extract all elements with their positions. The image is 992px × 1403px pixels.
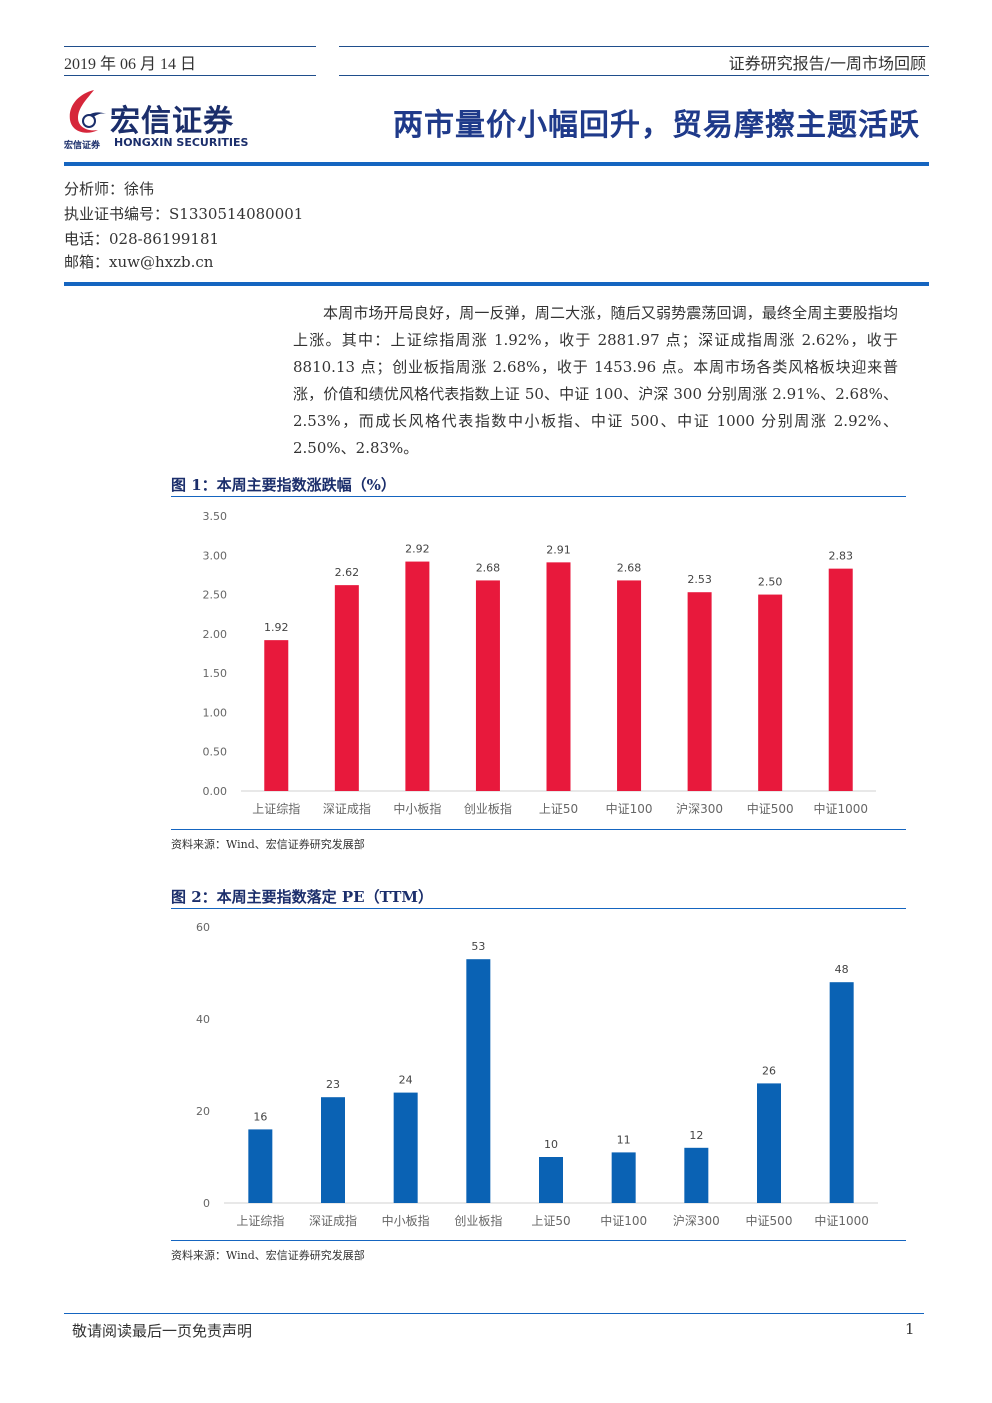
bar-data-label: 2.68 bbox=[617, 561, 642, 574]
report-type: 证券研究报告/一周市场回顾 bbox=[728, 54, 926, 73]
logo-text-cn-small: 宏信证券 bbox=[64, 141, 101, 151]
bar-data-label: 2.83 bbox=[828, 550, 853, 563]
y-tick-label: 1.00 bbox=[203, 706, 228, 719]
header-rule-right-bottom bbox=[339, 75, 929, 76]
analyst-email: 邮箱：xuw@hxzb.cn bbox=[64, 253, 214, 271]
figure-2-title: 图 2：本周主要指数落定 PE（TTM） bbox=[171, 888, 433, 906]
figure-1-title: 图 1：本周主要指数涨跌幅（%） bbox=[171, 476, 396, 494]
bar bbox=[546, 562, 571, 791]
x-tick-label: 中证100 bbox=[600, 1213, 647, 1228]
logo-text-cn: 宏信证券 bbox=[110, 104, 234, 139]
chart-2-pe-ttm: 0 20 40 60 16 上证综指 23 深证成指 24 中小板指 53 创业板指 10 上证50 11 中… bbox=[196, 921, 878, 1228]
bar bbox=[248, 1129, 273, 1203]
bar-data-label: 2.91 bbox=[546, 543, 571, 556]
y-tick-label: 0 bbox=[203, 1197, 210, 1210]
bar-data-label: 24 bbox=[399, 1074, 413, 1087]
page-number: 1 bbox=[905, 1320, 915, 1338]
bar-data-label: 2.92 bbox=[405, 543, 430, 556]
x-tick-label: 中证1000 bbox=[813, 801, 868, 816]
x-tick-label: 中小板指 bbox=[393, 801, 441, 816]
bar bbox=[466, 959, 491, 1203]
y-tick-label: 2.00 bbox=[203, 628, 228, 641]
x-tick-label: 上证50 bbox=[539, 802, 578, 816]
x-tick-label: 上证50 bbox=[531, 1214, 570, 1228]
report-headline: 两市量价小幅回升，贸易摩擦主题活跃 bbox=[393, 108, 920, 143]
bar bbox=[321, 1097, 345, 1203]
y-tick-label: 0.00 bbox=[203, 785, 228, 798]
figure-1-source: 资料来源：Wind、宏信证券研究发展部 bbox=[171, 838, 365, 851]
header-rule-left-top bbox=[64, 46, 316, 47]
logo-text-en: HONGXIN SECURITIES bbox=[114, 136, 249, 149]
bar bbox=[828, 568, 853, 791]
bar bbox=[264, 640, 289, 791]
x-tick-label: 沪深300 bbox=[673, 1214, 720, 1228]
bar-data-label: 48 bbox=[835, 963, 849, 976]
x-tick-label: 创业板指 bbox=[464, 801, 512, 816]
y-tick-label: 2.50 bbox=[203, 589, 228, 602]
bar-data-label: 2.53 bbox=[687, 573, 712, 586]
analyst-cert: 执业证书编号：S1330514080001 bbox=[64, 205, 304, 223]
figure-2-source: 资料来源：Wind、宏信证券研究发展部 bbox=[171, 1249, 365, 1262]
bar bbox=[829, 982, 854, 1203]
y-tick-label: 3.00 bbox=[203, 549, 228, 562]
x-tick-label: 深证成指 bbox=[309, 1213, 357, 1228]
header-rule-left-bottom bbox=[64, 75, 316, 76]
analyst-phone: 电话：028-86199181 bbox=[64, 230, 220, 248]
bar bbox=[757, 1083, 781, 1203]
figure-1-top-rule bbox=[171, 496, 906, 497]
x-tick-label: 深证成指 bbox=[323, 801, 371, 816]
figure-2-top-rule bbox=[171, 908, 906, 909]
bar bbox=[405, 561, 430, 791]
footer-rule bbox=[64, 1313, 924, 1314]
figure-2-bottom-rule bbox=[171, 1240, 906, 1241]
y-tick-label: 20 bbox=[196, 1105, 210, 1118]
bar-data-label: 2.62 bbox=[335, 566, 360, 579]
bar bbox=[475, 580, 500, 791]
y-tick-label: 1.50 bbox=[203, 667, 228, 680]
chart-1-weekly-change: 0.00 0.50 1.00 1.50 2.00 2.50 3.00 3.50 1.92 上证综指… bbox=[203, 510, 876, 816]
header-blue-bar bbox=[64, 162, 929, 166]
y-tick-label: 3.50 bbox=[203, 510, 228, 523]
bar-data-label: 53 bbox=[471, 940, 485, 953]
bar-data-label: 16 bbox=[253, 1110, 267, 1123]
company-logo: 宏信证券 宏信证券 HONGXIN SECURITIES bbox=[64, 88, 264, 152]
bar-data-label: 2.50 bbox=[758, 576, 783, 589]
bar-data-label: 11 bbox=[617, 1133, 631, 1146]
x-tick-label: 中证500 bbox=[746, 1213, 793, 1228]
bar bbox=[334, 585, 359, 791]
x-tick-label: 上证综指 bbox=[236, 1213, 284, 1228]
bar-data-label: 1.92 bbox=[264, 621, 289, 634]
bar-data-label: 2.68 bbox=[476, 561, 501, 574]
logo-mark-icon bbox=[69, 90, 106, 133]
x-tick-label: 沪深300 bbox=[676, 802, 723, 816]
bar bbox=[539, 1157, 563, 1203]
bar bbox=[611, 1152, 636, 1203]
x-tick-label: 创业板指 bbox=[454, 1213, 502, 1228]
x-tick-label: 中证500 bbox=[747, 801, 794, 816]
x-tick-label: 中证100 bbox=[606, 801, 653, 816]
figure-1-bottom-rule bbox=[171, 829, 906, 830]
y-tick-label: 0.50 bbox=[203, 746, 228, 759]
y-tick-label: 40 bbox=[196, 1013, 210, 1026]
bar-data-label: 23 bbox=[326, 1078, 340, 1091]
bar bbox=[617, 580, 642, 791]
y-tick-label: 60 bbox=[196, 921, 210, 934]
analyst-name: 分析师：徐伟 bbox=[64, 180, 155, 198]
x-tick-label: 中证1000 bbox=[814, 1213, 869, 1228]
bar bbox=[687, 592, 712, 791]
x-tick-label: 中小板指 bbox=[382, 1213, 430, 1228]
bar-data-label: 10 bbox=[544, 1138, 558, 1151]
bar bbox=[758, 594, 783, 791]
footer-disclaimer: 敬请阅读最后一页免责声明 bbox=[72, 1322, 253, 1340]
summary-paragraph: 本周市场开局良好，周一反弹，周二大涨，随后又弱势震荡回调，最终全周主要股指均上涨… bbox=[293, 304, 898, 457]
x-tick-label: 上证综指 bbox=[252, 801, 300, 816]
bar-data-label: 26 bbox=[762, 1064, 776, 1077]
header-rule-right-top bbox=[339, 46, 929, 47]
analyst-blue-bar bbox=[64, 282, 929, 286]
bar bbox=[393, 1092, 418, 1203]
bar-data-label: 12 bbox=[689, 1129, 703, 1142]
report-date: 2019 年 06 月 14 日 bbox=[64, 56, 197, 73]
bar bbox=[684, 1147, 709, 1203]
